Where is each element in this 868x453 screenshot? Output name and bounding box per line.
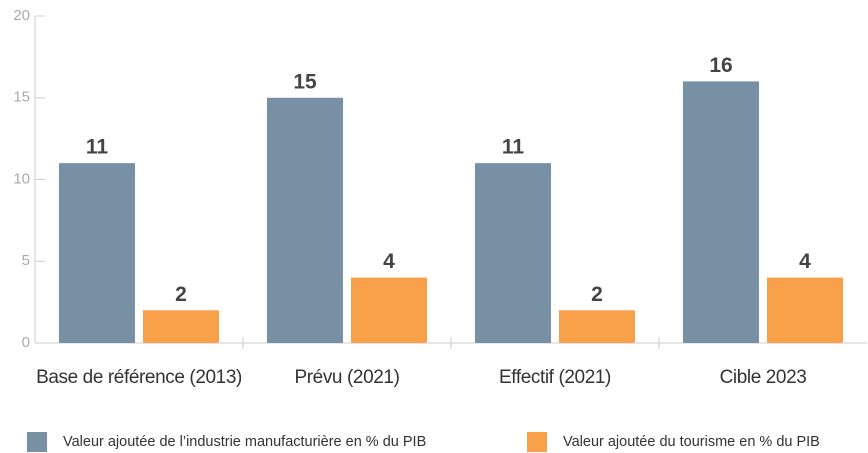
legend-swatch	[27, 432, 47, 452]
legend-swatch	[527, 432, 547, 452]
bar	[683, 81, 759, 344]
data-label: 11	[502, 136, 525, 159]
data-label: 4	[383, 250, 395, 273]
data-label: 2	[175, 283, 187, 306]
data-label: 16	[709, 54, 732, 77]
y-tick-label: 20	[13, 7, 30, 24]
legend-label: Valeur ajoutée de l’industrie manufactur…	[63, 434, 426, 450]
bar	[267, 97, 343, 343]
legend-label: Valeur ajoutée du tourisme en % du PIB	[563, 434, 820, 450]
y-tick-label: 5	[22, 252, 30, 269]
x-tick-label: Effectif (2021)	[499, 367, 611, 388]
data-label: 11	[86, 136, 109, 159]
data-label: 2	[591, 283, 603, 306]
bar	[143, 310, 219, 343]
y-tick-label: 15	[13, 89, 30, 106]
x-tick-label: Prévu (2021)	[294, 367, 400, 388]
bar	[351, 277, 427, 343]
bar	[767, 277, 843, 343]
data-label: 15	[293, 70, 317, 93]
x-tick-label: Cible 2023	[719, 367, 807, 388]
x-tick-label: Base de référence (2013)	[36, 367, 242, 388]
bar	[59, 163, 135, 343]
y-tick-label: 10	[13, 170, 30, 187]
bar	[559, 310, 635, 343]
y-tick-label: 0	[22, 334, 30, 351]
bar	[475, 163, 551, 343]
data-label: 4	[799, 250, 811, 273]
